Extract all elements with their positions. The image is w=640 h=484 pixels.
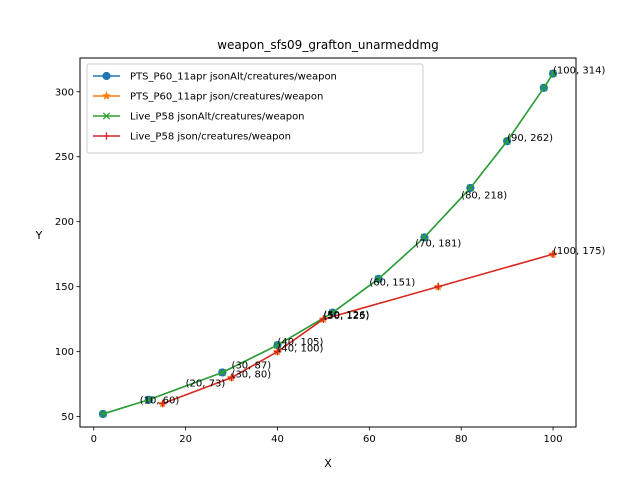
x-tick-label: 60 <box>363 434 376 445</box>
data-label: (50, 126) <box>323 310 369 321</box>
data-point <box>374 275 383 283</box>
data-point <box>227 373 236 382</box>
data-label: (100, 314) <box>553 66 605 77</box>
data-label: (20, 73) <box>186 379 226 390</box>
y-tick-label: 200 <box>55 217 74 228</box>
data-point <box>540 84 548 92</box>
y-tick-label: 50 <box>61 412 74 423</box>
data-point <box>420 233 429 241</box>
data-label: (40, 100) <box>277 344 323 355</box>
legend-entry: PTS_P60_11apr json/creatures/weapon <box>93 91 323 103</box>
x-tick-label: 40 <box>271 434 284 445</box>
x-tick-label: 20 <box>179 434 192 445</box>
legend-entry: Live_P58 json/creatures/weapon <box>93 132 291 143</box>
legend-entry: Live_P58 jsonAlt/creatures/weapon <box>93 112 305 123</box>
x-axis-label: X <box>324 457 332 470</box>
x-tick-label: 100 <box>543 434 562 445</box>
data-point <box>218 368 227 377</box>
series-4 <box>158 250 557 408</box>
data-point <box>273 341 282 349</box>
legend-label: Live_P58 json/creatures/weapon <box>130 132 291 143</box>
data-point <box>145 396 153 404</box>
data-label: (80, 218) <box>461 190 507 201</box>
axis-ticks: 0 20 40 60 80 100 50 100 150 200 250 300 <box>55 87 563 445</box>
data-point <box>158 399 167 408</box>
data-label: (100, 175) <box>553 246 605 257</box>
y-tick-label: 250 <box>55 152 74 163</box>
data-point <box>273 347 282 356</box>
y-axis-label: Y <box>35 229 43 242</box>
data-labels: (10, 60) (20, 73) (30, 87)(30, 80) (40, 105… <box>140 66 606 407</box>
x-tick-label: 0 <box>91 434 97 445</box>
chart-title: weapon_sfs09_grafton_unarmeddmg <box>217 38 439 52</box>
plot-area: (10, 60) (20, 73) (30, 87)(30, 80) (40, 105… <box>98 66 606 419</box>
data-point <box>466 184 475 192</box>
legend-entry: PTS_P60_11apr jsonAlt/creatures/weapon <box>93 72 337 83</box>
data-point <box>319 315 328 323</box>
series-line <box>162 253 554 405</box>
data-point <box>328 309 337 317</box>
axes-frame <box>79 57 577 428</box>
data-label: (70, 181) <box>415 238 461 249</box>
data-label: (60, 151) <box>369 277 415 288</box>
legend-marker <box>102 132 111 140</box>
legend-marker <box>101 91 112 100</box>
legend-label: PTS_P60_11apr jsonAlt/creatures/weapon <box>130 72 337 83</box>
legend-label: PTS_P60_11apr json/creatures/weapon <box>130 92 323 103</box>
data-label: (40, 105) <box>277 337 323 348</box>
data-label: (90, 262) <box>507 133 553 144</box>
data-point <box>549 69 557 78</box>
data-label: (30, 87) <box>232 361 272 372</box>
data-point <box>99 410 107 418</box>
y-tick-label: 300 <box>55 87 74 98</box>
series-3 <box>99 69 557 418</box>
legend-marker <box>102 71 111 81</box>
legend-label: Live_P58 jsonAlt/creatures/weapon <box>130 112 305 123</box>
y-tick-label: 100 <box>55 347 74 358</box>
y-tick-label: 150 <box>55 282 74 293</box>
data-point <box>549 250 557 258</box>
x-tick-label: 80 <box>455 434 468 445</box>
legend-box <box>86 63 424 154</box>
data-label: (30, 80) <box>232 370 272 381</box>
data-label: (10, 60) <box>140 396 180 407</box>
data-label: (50, 125) <box>323 311 369 322</box>
legend: PTS_P60_11apr jsonAlt/creatures/weapon PT… <box>86 63 424 154</box>
data-point <box>503 137 511 145</box>
data-point <box>434 282 443 291</box>
legend-marker <box>102 112 111 120</box>
